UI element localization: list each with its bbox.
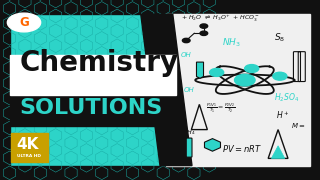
Text: $\it{S_8}$: $\it{S_8}$ — [274, 31, 285, 44]
Bar — [0, 0, 320, 14]
Text: $H_2SO_4$: $H_2SO_4$ — [274, 92, 299, 104]
Text: + H$_2$O $\rightleftharpoons$ H$_3$O$^+$ + HCO$_3^-$: + H$_2$O $\rightleftharpoons$ H$_3$O$^+$… — [181, 14, 260, 24]
Circle shape — [210, 68, 224, 76]
Bar — [166, 14, 310, 166]
Circle shape — [7, 13, 41, 32]
Text: $\it{NH_3}$: $\it{NH_3}$ — [222, 37, 241, 50]
Polygon shape — [196, 62, 204, 78]
Circle shape — [200, 31, 208, 35]
Bar — [11, 133, 48, 162]
Text: OH: OH — [184, 87, 195, 93]
Bar — [0, 0, 10, 180]
Text: SOLUTIONS: SOLUTIONS — [19, 98, 163, 118]
Circle shape — [200, 24, 208, 28]
Polygon shape — [204, 139, 220, 151]
Text: $CH_4$: $CH_4$ — [182, 128, 196, 137]
Text: $H^+$: $H^+$ — [276, 109, 289, 121]
Circle shape — [182, 38, 190, 43]
Circle shape — [235, 74, 255, 86]
Bar — [10, 94, 176, 126]
Text: ULTRA HD: ULTRA HD — [17, 154, 41, 158]
Bar — [310, 0, 320, 180]
Text: OH: OH — [181, 52, 192, 58]
Text: $PV=nRT$: $PV=nRT$ — [222, 143, 262, 154]
Text: $\frac{P_1V_1}{T_1}=\frac{P_2V_2}{T_2}$: $\frac{P_1V_1}{T_1}=\frac{P_2V_2}{T_2}$ — [206, 101, 236, 115]
Circle shape — [273, 72, 287, 80]
Polygon shape — [271, 146, 285, 158]
Circle shape — [245, 65, 259, 73]
Polygon shape — [141, 14, 192, 166]
Bar — [0, 166, 320, 180]
FancyBboxPatch shape — [186, 138, 192, 157]
Text: $M=$: $M=$ — [291, 122, 306, 130]
Text: Chemistry: Chemistry — [19, 49, 178, 77]
Text: G: G — [19, 16, 29, 29]
Bar — [10, 55, 176, 94]
Text: 4K: 4K — [17, 137, 39, 152]
